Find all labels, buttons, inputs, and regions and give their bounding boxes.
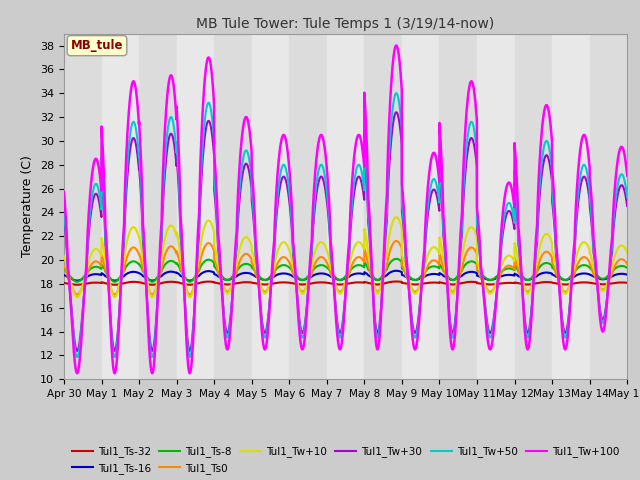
Bar: [402, 34, 440, 379]
Bar: [552, 34, 589, 379]
Text: MB_tule: MB_tule: [71, 39, 124, 52]
Bar: [214, 34, 252, 379]
Legend: Tul1_Ts-32, Tul1_Ts-16, Tul1_Ts-8, Tul1_Ts0, Tul1_Tw+10, Tul1_Tw+30, Tul1_Tw+50,: Tul1_Ts-32, Tul1_Ts-16, Tul1_Ts-8, Tul1_…: [68, 442, 623, 478]
Bar: [139, 34, 177, 379]
Bar: [289, 34, 327, 379]
Bar: [477, 34, 515, 379]
Bar: [515, 34, 552, 379]
Bar: [589, 34, 627, 379]
Bar: [102, 34, 139, 379]
Bar: [64, 34, 102, 379]
Y-axis label: Temperature (C): Temperature (C): [22, 156, 35, 257]
Bar: [327, 34, 364, 379]
Bar: [364, 34, 402, 379]
Bar: [177, 34, 214, 379]
Bar: [252, 34, 289, 379]
Title: MB Tule Tower: Tule Temps 1 (3/19/14-now): MB Tule Tower: Tule Temps 1 (3/19/14-now…: [196, 17, 495, 31]
Bar: [440, 34, 477, 379]
